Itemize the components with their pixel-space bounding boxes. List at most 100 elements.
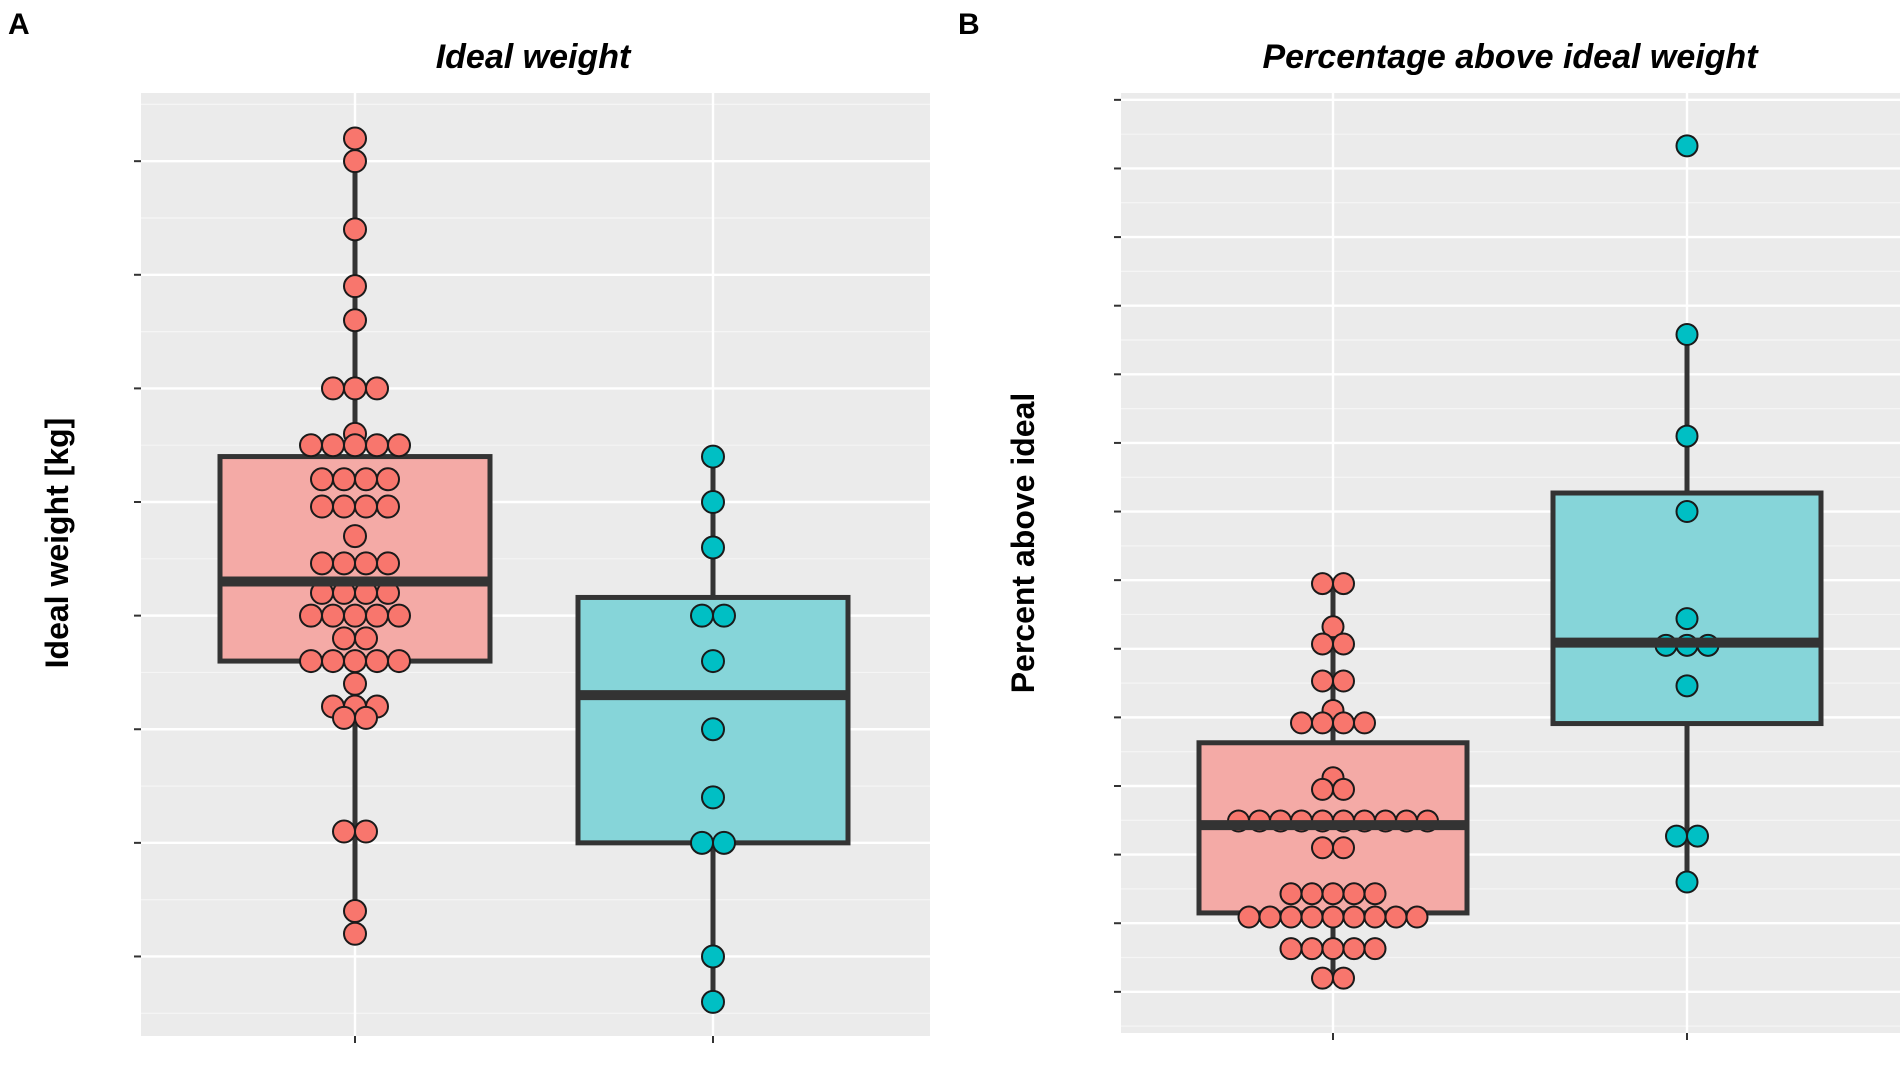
data-point bbox=[343, 308, 367, 333]
data-point bbox=[343, 671, 367, 696]
data-point bbox=[1405, 905, 1429, 929]
data-point bbox=[354, 494, 378, 519]
data-point bbox=[321, 603, 345, 628]
data-point bbox=[1321, 882, 1345, 906]
data-point bbox=[343, 649, 367, 674]
data-point bbox=[1311, 836, 1334, 860]
data-point bbox=[343, 126, 367, 151]
data-point bbox=[1675, 500, 1699, 524]
data-point bbox=[376, 494, 400, 519]
data-point bbox=[1384, 905, 1408, 929]
series-complete bbox=[217, 126, 493, 946]
data-point bbox=[1311, 711, 1334, 735]
data-point bbox=[701, 649, 725, 674]
panel-b-y-axis-label: Percent above ideal bbox=[1005, 393, 1041, 694]
data-point bbox=[387, 649, 411, 674]
data-point bbox=[1311, 669, 1334, 693]
data-point bbox=[321, 376, 345, 401]
data-point bbox=[1675, 424, 1699, 448]
data-point bbox=[332, 494, 356, 519]
data-point bbox=[690, 603, 714, 628]
data-point bbox=[1363, 882, 1387, 906]
data-point bbox=[332, 551, 356, 576]
data-point bbox=[1311, 572, 1334, 596]
data-point bbox=[1279, 882, 1303, 906]
data-point bbox=[354, 819, 378, 844]
data-point bbox=[343, 433, 367, 458]
data-point bbox=[343, 376, 367, 401]
data-point bbox=[1353, 711, 1376, 735]
data-point bbox=[701, 989, 725, 1014]
data-point bbox=[690, 830, 714, 855]
data-point bbox=[712, 830, 736, 855]
data-point bbox=[1665, 824, 1688, 848]
data-point bbox=[1675, 134, 1699, 158]
data-point bbox=[1321, 937, 1345, 961]
data-point bbox=[1300, 937, 1324, 961]
data-point bbox=[332, 705, 356, 730]
panel-a-title: Ideal weight bbox=[436, 38, 632, 76]
data-point bbox=[332, 626, 356, 651]
data-point bbox=[354, 705, 378, 730]
data-point bbox=[1342, 937, 1366, 961]
data-point bbox=[376, 467, 400, 492]
data-point bbox=[332, 819, 356, 844]
data-point bbox=[1675, 674, 1699, 698]
data-point bbox=[1300, 905, 1324, 929]
data-point bbox=[376, 551, 400, 576]
panel-b-title: Percentage above ideal weight bbox=[1262, 38, 1759, 76]
data-point bbox=[354, 626, 378, 651]
data-point bbox=[1363, 905, 1387, 929]
data-point bbox=[1300, 882, 1324, 906]
data-point bbox=[343, 921, 367, 946]
data-point bbox=[1675, 870, 1699, 894]
data-point bbox=[701, 785, 725, 810]
panel-b: B Percentage above ideal weight Percent … bbox=[958, 8, 1900, 1040]
panel-b-plot bbox=[1114, 93, 1900, 1040]
data-point bbox=[1279, 905, 1303, 929]
data-point bbox=[1675, 323, 1699, 347]
data-point bbox=[1686, 824, 1709, 848]
data-point bbox=[1332, 669, 1355, 693]
data-point bbox=[299, 649, 323, 674]
data-point bbox=[1363, 937, 1387, 961]
data-point bbox=[1279, 937, 1303, 961]
data-point bbox=[321, 433, 345, 458]
data-point bbox=[299, 433, 323, 458]
data-point bbox=[701, 490, 725, 515]
data-point bbox=[310, 551, 334, 576]
series-partial bbox=[575, 444, 851, 1014]
data-point bbox=[1342, 882, 1366, 906]
data-point bbox=[343, 217, 367, 242]
data-point bbox=[1258, 905, 1282, 929]
data-point bbox=[1321, 615, 1345, 639]
data-point bbox=[1332, 836, 1355, 860]
data-point bbox=[1332, 966, 1355, 990]
panel-b-letter: B bbox=[958, 8, 980, 41]
data-point bbox=[1675, 607, 1699, 631]
data-point bbox=[1237, 905, 1261, 929]
data-point bbox=[365, 603, 389, 628]
data-point bbox=[343, 603, 367, 628]
data-point bbox=[365, 433, 389, 458]
data-point bbox=[365, 649, 389, 674]
data-point bbox=[1311, 777, 1334, 801]
series-partial bbox=[1550, 134, 1824, 894]
data-point bbox=[1342, 905, 1366, 929]
data-point bbox=[1311, 632, 1334, 656]
data-point bbox=[310, 494, 334, 519]
data-point bbox=[1332, 632, 1355, 656]
data-point bbox=[387, 433, 411, 458]
data-point bbox=[310, 467, 334, 492]
data-point bbox=[701, 944, 725, 969]
data-point bbox=[343, 899, 367, 924]
data-point bbox=[1332, 711, 1355, 735]
panel-a-y-axis-label: Ideal weight [kg] bbox=[39, 418, 75, 669]
data-point bbox=[343, 524, 367, 549]
series-complete bbox=[1196, 572, 1470, 990]
data-point bbox=[387, 603, 411, 628]
data-point bbox=[712, 603, 736, 628]
data-point bbox=[354, 551, 378, 576]
data-point bbox=[299, 603, 323, 628]
